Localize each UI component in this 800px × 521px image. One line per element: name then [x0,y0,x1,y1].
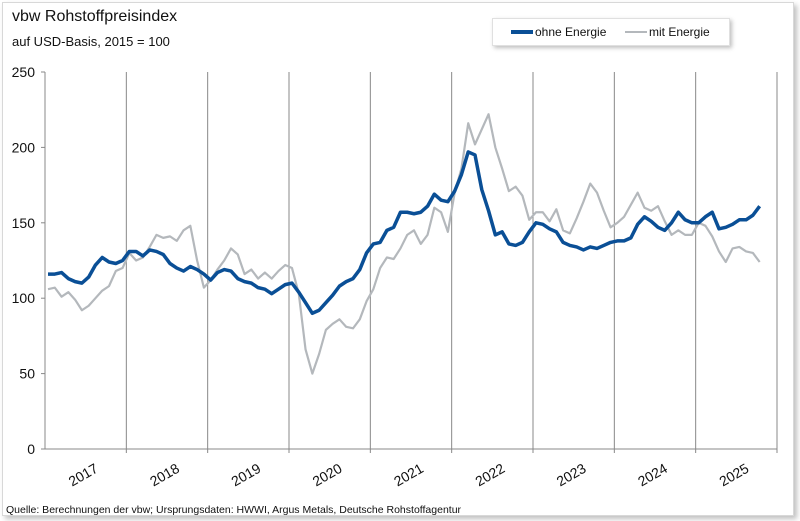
x-tick-label: 2017 [66,460,101,490]
x-tick-label: 2022 [472,460,507,490]
legend-item-mit-energie: mit Energie [625,25,710,39]
x-tick-label: 2019 [228,460,263,490]
y-tick-label: 250 [12,64,36,80]
legend-label-mit-energie: mit Energie [649,25,710,39]
x-tick-label: 2020 [310,460,345,490]
chart-subtitle: auf USD-Basis, 2015 = 100 [12,34,170,49]
legend-label-ohne-energie: ohne Energie [535,25,607,39]
legend-swatch-ohne-energie [511,30,533,34]
legend: ohne Energie mit Energie [492,18,730,46]
chart-title: vbw Rohstoffpreisindex [12,8,178,25]
y-tick-label: 200 [12,139,36,155]
series-line-ohne-energie [48,150,762,316]
y-tick-label: 0 [27,441,35,457]
legend-swatch-mit-energie [625,31,647,33]
x-tick-label: 2021 [391,460,426,490]
y-tick-label: 50 [19,366,35,382]
y-tick-label: 150 [12,215,36,231]
legend-item-ohne-energie: ohne Energie [511,25,606,39]
x-tick-label: 2025 [716,460,751,490]
x-tick-label: 2023 [554,460,589,490]
x-tick-label: 2018 [147,460,182,490]
source-note: Quelle: Berechnungen der vbw; Ursprungsd… [6,504,462,516]
y-tick-label: 100 [12,290,36,306]
x-tick-label: 2024 [635,460,670,490]
series-line-mit-energie [47,113,761,375]
